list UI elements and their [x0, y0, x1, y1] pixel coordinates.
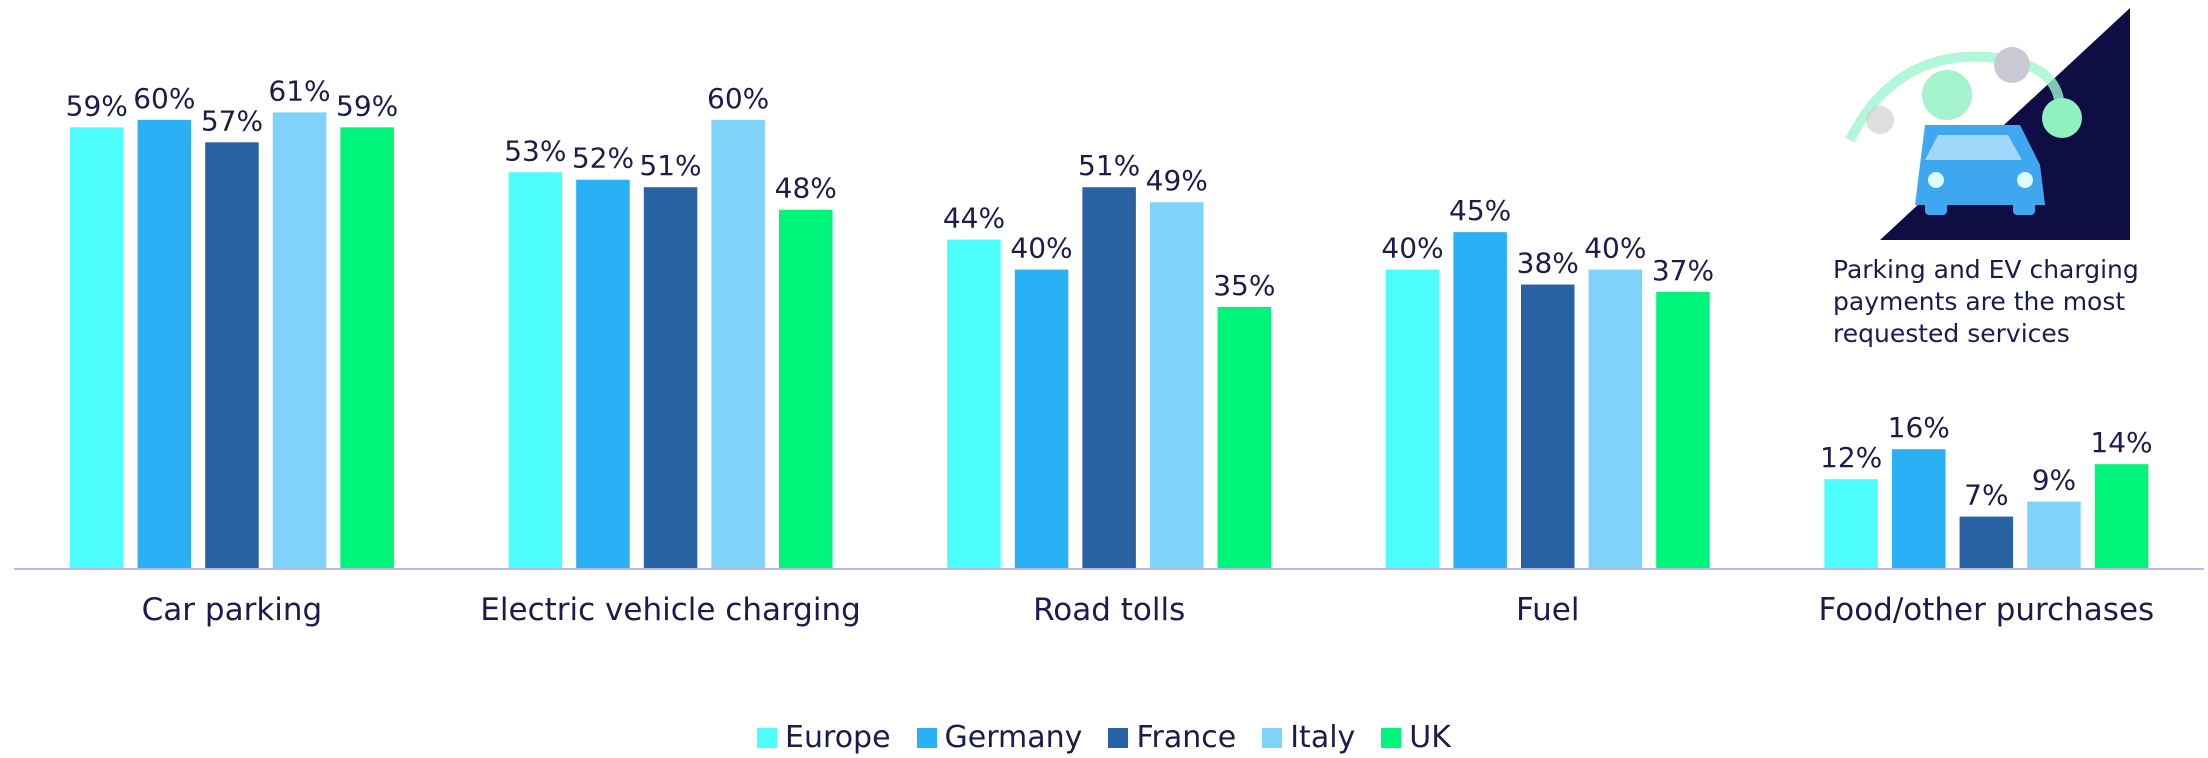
data-label: 45% — [1449, 194, 1511, 227]
legend-swatch — [916, 727, 937, 748]
bar — [1082, 187, 1136, 569]
data-label: 9% — [2032, 464, 2076, 497]
bar — [2094, 464, 2149, 569]
bar — [1656, 292, 1710, 569]
data-label: 53% — [504, 134, 566, 167]
data-label: 51% — [639, 149, 701, 182]
bar — [643, 187, 698, 569]
bar — [1150, 202, 1204, 569]
bar — [576, 179, 630, 569]
legend-swatch — [1108, 727, 1129, 748]
x-tick-label: Electric vehicle charging — [480, 592, 861, 628]
x-tick-label: Car parking — [142, 592, 323, 628]
data-label: 35% — [1213, 269, 1275, 302]
data-label: 14% — [2090, 426, 2152, 459]
data-label: 51% — [1078, 149, 1140, 182]
bar — [508, 172, 563, 569]
annotation: Parking and EV charging payments are the… — [1833, 255, 2139, 348]
data-label: 40% — [1010, 232, 1072, 265]
bar — [1217, 307, 1272, 569]
bar — [70, 127, 124, 569]
data-label: 49% — [1146, 164, 1208, 197]
data-label: 48% — [775, 172, 837, 205]
legend-swatch — [1381, 727, 1402, 748]
x-tick-label: Food/other purchases — [1819, 592, 2155, 628]
bar — [1453, 232, 1507, 569]
data-label: 38% — [1517, 247, 1579, 280]
bar — [947, 239, 1001, 569]
bar — [1824, 479, 1878, 569]
data-label: 40% — [1381, 232, 1443, 265]
data-label: 60% — [707, 82, 769, 115]
legend-item: Italy — [1262, 720, 1355, 755]
x-tick-label: Road tolls — [1033, 592, 1185, 628]
legend-swatch — [1262, 727, 1283, 748]
legend-label: Europe — [785, 720, 891, 755]
data-label: 37% — [1652, 254, 1714, 287]
legend-label: Italy — [1290, 720, 1356, 755]
bar — [1959, 516, 2014, 569]
data-label: 52% — [572, 142, 634, 175]
data-label: 7% — [1964, 479, 2008, 512]
bar — [137, 119, 192, 569]
bar — [1385, 269, 1440, 569]
bar — [205, 142, 259, 570]
legend-label: UK — [1409, 720, 1451, 755]
legend-item: France — [1108, 720, 1236, 755]
legend-swatch — [757, 727, 778, 748]
data-label: 59% — [66, 89, 128, 122]
bar — [711, 119, 765, 569]
data-label: 12% — [1820, 441, 1882, 474]
legend-item: UK — [1381, 720, 1451, 755]
bar — [779, 209, 833, 569]
bar — [1588, 269, 1643, 569]
illustration — [1845, 8, 2130, 240]
x-tick-label: Fuel — [1516, 592, 1579, 628]
bar — [1892, 449, 1946, 569]
legend-item: Europe — [757, 720, 891, 755]
data-label: 16% — [1888, 411, 1950, 444]
bar — [1014, 269, 1069, 569]
legend: Europe Germany France Italy UK — [0, 720, 2208, 755]
legend-item: Germany — [916, 720, 1083, 755]
data-label: 59% — [336, 89, 398, 122]
bar — [340, 127, 394, 569]
legend-label: Germany — [944, 720, 1083, 755]
data-label: 40% — [1584, 232, 1646, 265]
data-label: 61% — [268, 74, 330, 107]
bar — [272, 112, 327, 569]
data-label: 60% — [133, 82, 195, 115]
bar — [2027, 501, 2081, 569]
legend-label: France — [1136, 720, 1237, 755]
data-label: 57% — [201, 104, 263, 137]
data-label: 44% — [943, 202, 1005, 235]
bar — [1521, 284, 1575, 569]
